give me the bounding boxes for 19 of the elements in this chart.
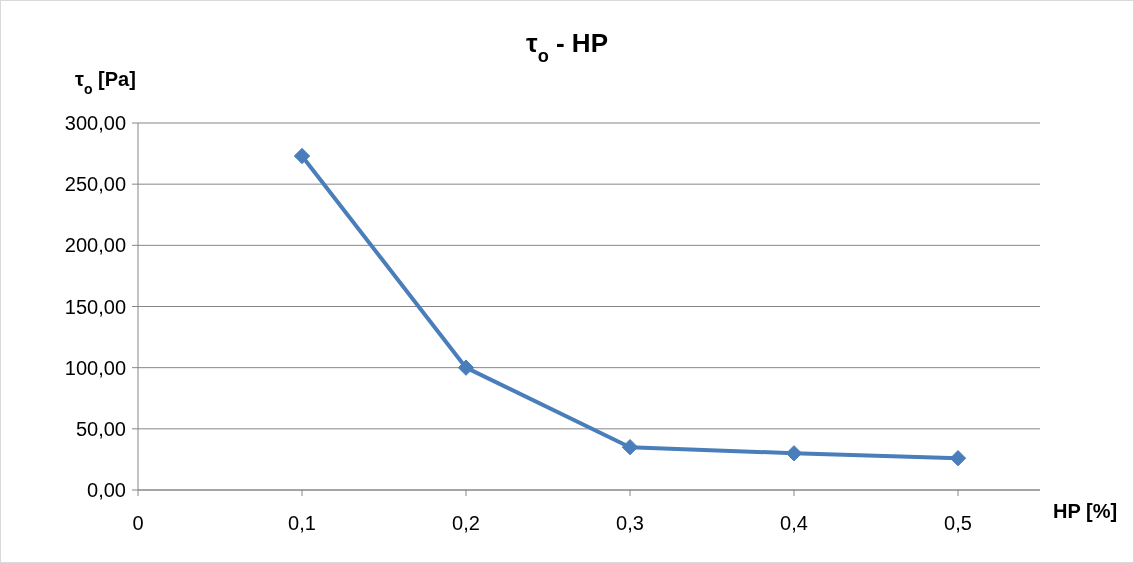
y-tick-label: 0,00 [87, 479, 126, 501]
x-tick-label: 0 [132, 512, 144, 534]
x-tick-label: 0,5 [944, 512, 972, 534]
y-tick-label: 150,00 [64, 295, 126, 318]
y-tick-label: 50,00 [75, 417, 126, 440]
x-tick-label: 0,4 [780, 512, 808, 534]
chart-title: τ$_{o}$ - HP [526, 28, 608, 66]
point [293, 147, 311, 165]
y-tick-label: 300,00 [64, 112, 126, 134]
y-axis-title: τ$_{o}$ [Pa] [75, 68, 136, 97]
y-tick-label: 200,00 [64, 234, 126, 257]
y-tick-label: 250,00 [64, 173, 126, 196]
y-tick-label: 100,00 [64, 356, 126, 379]
point [621, 439, 639, 456]
x-tick-label: 0,3 [616, 512, 644, 534]
x-axis-title: HP [%] [1053, 500, 1118, 522]
x-tick-label: 0,2 [452, 512, 480, 534]
point [457, 359, 475, 376]
x-tick-label: 0,1 [288, 512, 316, 534]
